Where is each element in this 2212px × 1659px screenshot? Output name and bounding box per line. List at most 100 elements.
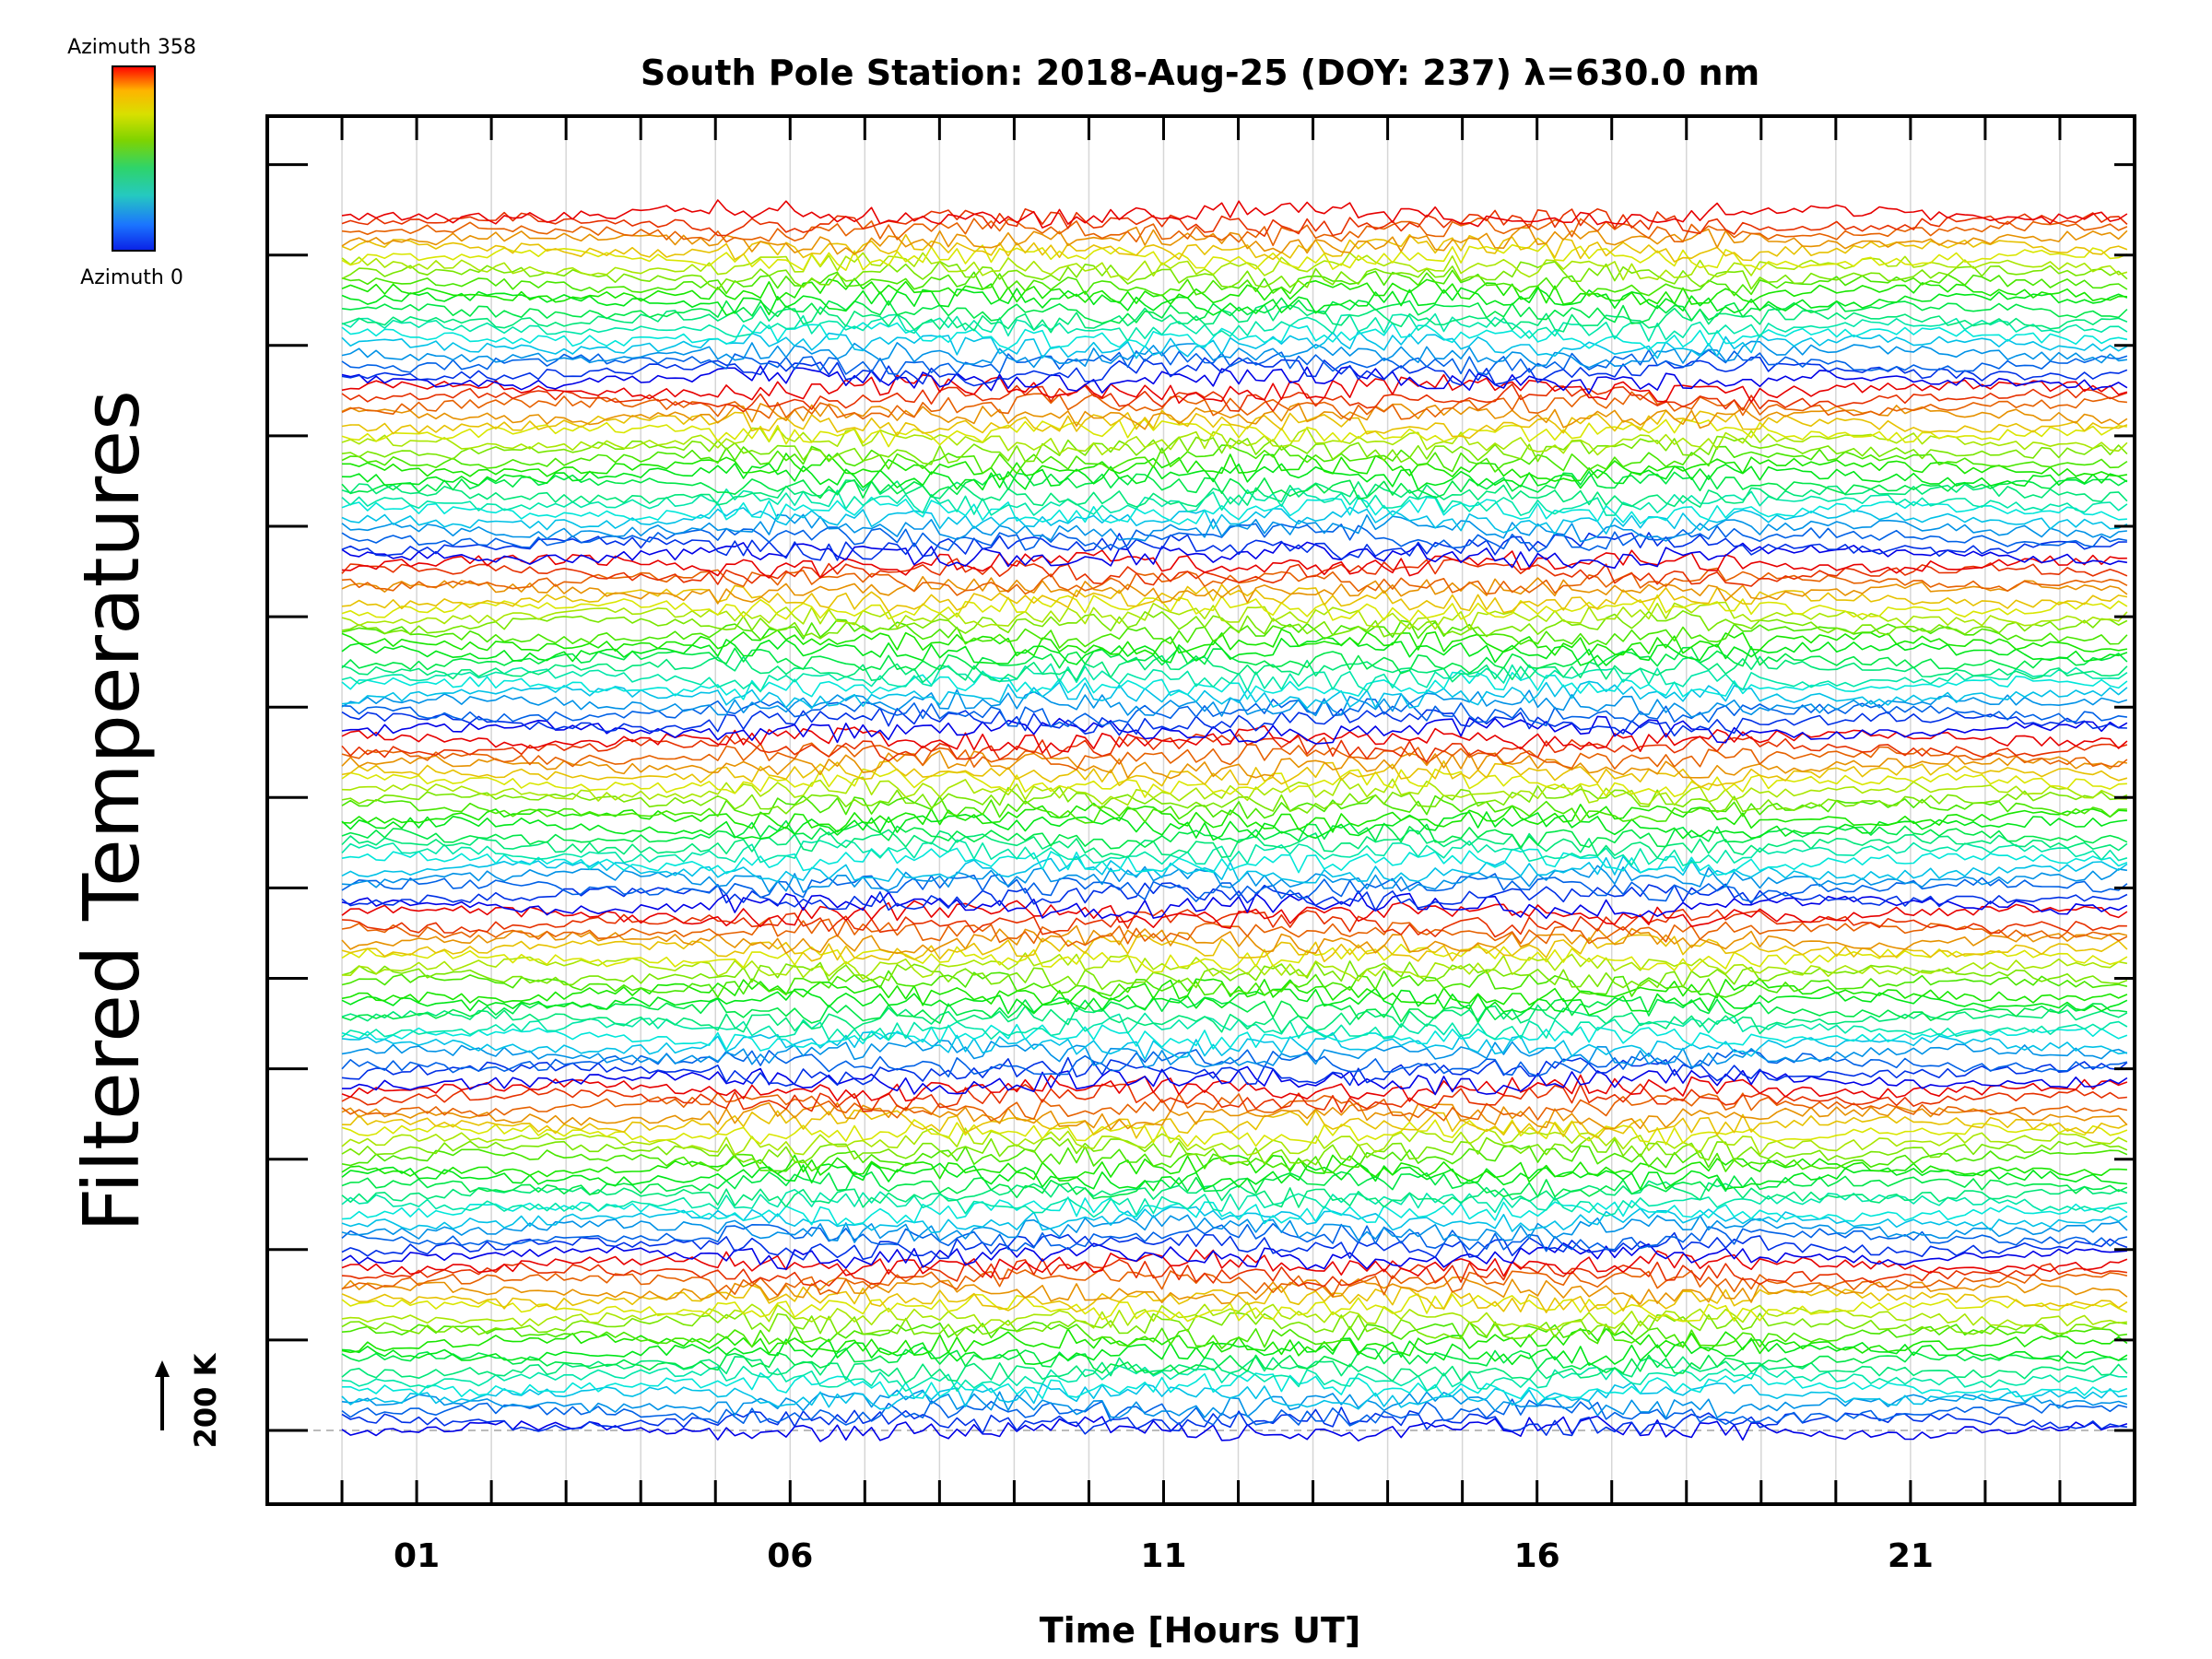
trace-line — [341, 1196, 2128, 1227]
trace-line — [341, 312, 2128, 342]
colorbar-bottom-label: Azimuth 0 — [80, 266, 183, 289]
trace-line — [341, 1083, 2127, 1113]
trace-line — [341, 373, 2128, 405]
trace-line — [341, 1162, 2127, 1192]
trace-line — [341, 226, 2128, 255]
scale-bar: 200 K — [155, 1352, 223, 1448]
trace-line — [341, 680, 2128, 710]
trace-line — [341, 952, 2128, 982]
trace-line — [341, 688, 2128, 718]
trace-line — [341, 549, 2127, 579]
trace-line — [341, 287, 2128, 316]
trace-line — [341, 444, 2128, 475]
trace-line — [341, 917, 2128, 947]
trace-line — [341, 628, 2128, 657]
trace-line — [341, 610, 2128, 640]
trace-line — [341, 759, 2128, 789]
trace-line — [341, 663, 2128, 693]
trace-line — [341, 1214, 2128, 1243]
trace-line — [341, 567, 2128, 596]
trace-line — [341, 383, 2128, 413]
trace-line — [341, 479, 2128, 508]
trace-line — [341, 1267, 2128, 1297]
trace-line — [341, 1249, 2128, 1278]
trace-line — [341, 1328, 2128, 1357]
trace-line — [341, 269, 2128, 297]
trace-line — [341, 1031, 2128, 1061]
trace-line — [341, 924, 2128, 955]
chart-title: South Pole Station: 2018-Aug-25 (DOY: 23… — [641, 53, 1759, 93]
trace-line — [341, 847, 2128, 877]
trace-line — [341, 330, 2128, 359]
trace-line — [341, 558, 2128, 587]
trace-line — [341, 1091, 2128, 1122]
trace-line — [341, 987, 2128, 1017]
trace-line — [342, 453, 2128, 482]
trace-line — [341, 488, 2128, 516]
trace-line — [341, 496, 2127, 525]
trace-line — [341, 776, 2127, 806]
scale-bar-arrowhead — [155, 1360, 170, 1377]
trace-line — [341, 900, 2128, 929]
trace-line — [341, 218, 2128, 247]
trace-line — [341, 252, 2128, 281]
colorbar: Azimuth 358 Azimuth 0 — [67, 36, 196, 289]
trace-line — [341, 794, 2127, 824]
trace-line — [341, 1284, 2128, 1313]
trace-line — [341, 1101, 2128, 1131]
trace-line — [341, 943, 2128, 973]
trace-line — [341, 733, 2128, 762]
trace-line — [341, 890, 2128, 920]
trace-line — [341, 978, 2128, 1006]
trace-line — [341, 855, 2128, 884]
trace-line — [341, 427, 2128, 456]
trace-line — [341, 1371, 2128, 1401]
trace-line — [341, 960, 2128, 991]
trace-line — [341, 409, 2128, 440]
trace-line — [341, 742, 2128, 771]
trace-line — [341, 1347, 2128, 1375]
x-tick-label: 06 — [767, 1537, 813, 1575]
scale-bar-label: 200 K — [188, 1352, 223, 1448]
trace-line — [341, 1074, 2128, 1102]
trace-line — [341, 506, 2128, 535]
trace-line — [341, 637, 2128, 666]
trace-line — [341, 1127, 2128, 1156]
trace-line — [341, 882, 2128, 912]
colorbar-top-label: Azimuth 358 — [67, 36, 196, 59]
trace-line — [341, 463, 2128, 491]
trace-line — [341, 470, 2128, 500]
trace-line — [341, 1119, 2128, 1147]
trace-line — [341, 513, 2127, 543]
x-tick-label: 16 — [1514, 1537, 1560, 1575]
trace-line — [341, 671, 2128, 700]
trace-line — [341, 1188, 2128, 1218]
trace-line — [341, 873, 2128, 902]
trace-line — [341, 1415, 2128, 1442]
trace-line — [341, 645, 2128, 675]
trace-line — [341, 934, 2128, 962]
traces — [341, 199, 2128, 1442]
trace-line — [341, 1276, 2128, 1305]
trace-line — [341, 575, 2128, 605]
trace-line — [341, 715, 2128, 745]
trace-line — [341, 207, 2128, 237]
trace-line — [341, 199, 2128, 229]
trace-line — [341, 839, 2128, 866]
trace-line — [341, 1242, 2127, 1270]
trace-line — [341, 418, 2128, 448]
x-tick-label: 11 — [1140, 1537, 1186, 1575]
trace-line — [341, 304, 2128, 334]
trace-line — [341, 995, 2128, 1024]
x-axis-label: Time [Hours UT] — [1040, 1610, 1361, 1651]
trace-line — [341, 1231, 2128, 1261]
x-tick-label: 01 — [394, 1537, 440, 1575]
x-tick-label: 21 — [1888, 1537, 1934, 1575]
trace-line — [341, 233, 2128, 263]
trace-line — [341, 749, 2128, 780]
trace-line — [342, 1065, 2128, 1096]
axis-ticks — [267, 116, 2136, 1504]
trace-line — [341, 340, 2128, 369]
trace-line — [341, 1258, 2128, 1288]
